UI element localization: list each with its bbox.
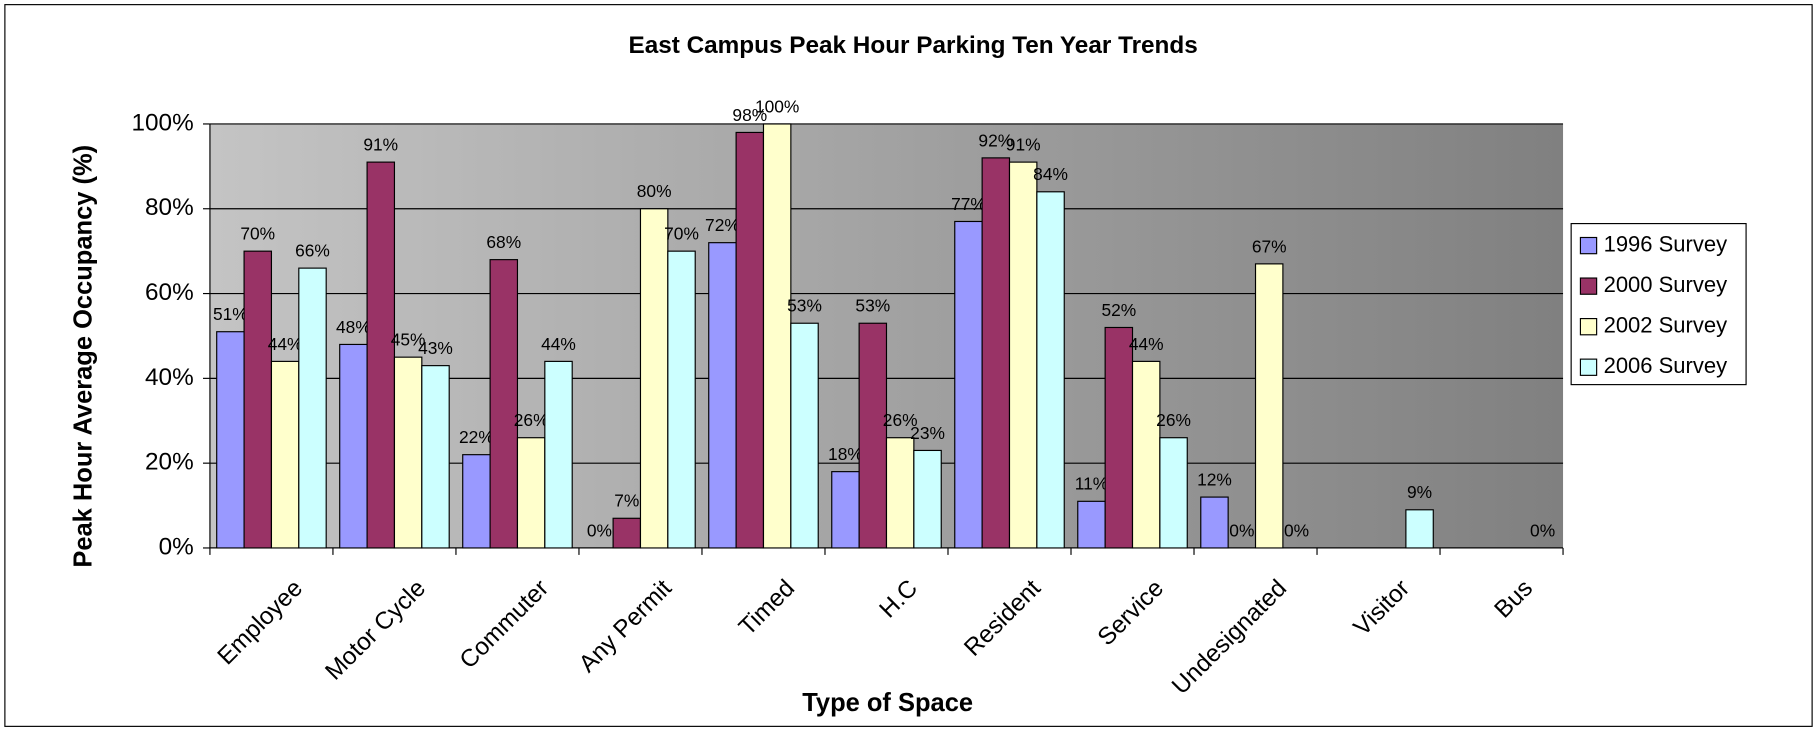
bar	[1008, 161, 1038, 549]
legend-swatch	[1579, 277, 1598, 295]
legend-swatch	[1579, 318, 1598, 336]
value-label: 91%	[1006, 134, 1041, 154]
value-label: 0%	[587, 520, 612, 540]
value-label: 67%	[1252, 236, 1287, 256]
value-label: 48%	[336, 317, 371, 337]
value-label: 68%	[486, 232, 521, 252]
y-tick-label: 100%	[132, 109, 194, 136]
bar	[393, 356, 423, 549]
bar	[366, 161, 396, 549]
bar	[1131, 360, 1161, 549]
value-label: 23%	[910, 423, 945, 443]
bar	[667, 250, 696, 549]
value-label: 72%	[705, 215, 740, 235]
x-axis-label: Type of Space	[802, 689, 973, 717]
value-label: 26%	[883, 410, 918, 430]
bar	[489, 259, 519, 549]
legend-label: 2006 Survey	[1604, 353, 1728, 378]
bar	[762, 123, 792, 549]
legend-label: 2000 Survey	[1604, 272, 1728, 297]
value-label: 12%	[1197, 469, 1232, 489]
value-label: 92%	[978, 130, 1013, 150]
bar	[858, 322, 888, 549]
value-label: 0%	[1530, 520, 1555, 540]
value-label: 44%	[541, 334, 576, 354]
legend-swatch	[1579, 358, 1598, 376]
value-label: 91%	[363, 134, 398, 154]
bar	[639, 208, 669, 549]
value-label: 45%	[391, 330, 426, 350]
bar	[954, 220, 983, 549]
value-label: 0%	[1284, 520, 1309, 540]
bar	[462, 454, 491, 549]
value-label: 80%	[637, 181, 672, 201]
bar	[1077, 500, 1106, 549]
bar	[243, 250, 273, 549]
y-axis-label: Peak Hour Average Occupancy (%)	[70, 145, 98, 568]
value-label: 22%	[459, 427, 494, 447]
value-label: 0%	[1229, 520, 1254, 540]
bar	[708, 242, 737, 549]
value-label: 43%	[418, 338, 453, 358]
value-label: 51%	[213, 304, 248, 324]
value-label: 7%	[614, 491, 639, 511]
bar	[421, 365, 450, 549]
bar	[216, 331, 245, 549]
value-label: 44%	[268, 334, 303, 354]
bar	[885, 437, 915, 549]
value-label: 26%	[1156, 410, 1191, 430]
bar	[270, 360, 300, 549]
value-label: 18%	[828, 444, 863, 464]
value-label: 77%	[951, 194, 986, 214]
legend-label: 1996 Survey	[1604, 231, 1728, 256]
y-tick-label: 60%	[145, 279, 194, 306]
bar	[1036, 191, 1065, 549]
value-label: 9%	[1407, 482, 1432, 502]
bar	[1159, 437, 1188, 549]
bar	[612, 517, 642, 549]
bar	[516, 437, 546, 549]
value-label: 26%	[514, 410, 549, 430]
value-label: 84%	[1033, 164, 1068, 184]
chart-title: East Campus Peak Hour Parking Ten Year T…	[628, 32, 1197, 59]
bar	[1405, 509, 1434, 549]
bar	[1104, 326, 1134, 549]
bar	[1200, 496, 1229, 549]
bar	[981, 157, 1011, 549]
value-label: 100%	[755, 96, 799, 116]
bar	[544, 360, 573, 549]
legend-label: 2002 Survey	[1604, 313, 1728, 338]
bar	[913, 449, 942, 549]
legend-swatch	[1579, 236, 1598, 255]
y-tick-label: 20%	[145, 449, 194, 476]
value-label: 11%	[1075, 474, 1108, 494]
bar	[298, 267, 327, 549]
bar	[339, 343, 368, 549]
value-label: 44%	[1129, 334, 1164, 354]
value-label: 53%	[787, 296, 822, 316]
value-label: 53%	[855, 296, 890, 316]
y-tick-label: 0%	[159, 533, 194, 560]
value-label: 70%	[240, 224, 275, 244]
value-label: 66%	[295, 240, 330, 260]
value-label: 98%	[732, 105, 767, 125]
y-tick-label: 80%	[145, 194, 194, 221]
legend	[1570, 223, 1747, 386]
bar	[831, 471, 860, 549]
bar	[1254, 263, 1284, 549]
value-label: 52%	[1101, 300, 1136, 320]
y-tick-label: 40%	[145, 364, 194, 391]
bar	[735, 131, 765, 549]
value-label: 70%	[664, 224, 699, 244]
bar	[790, 322, 819, 549]
